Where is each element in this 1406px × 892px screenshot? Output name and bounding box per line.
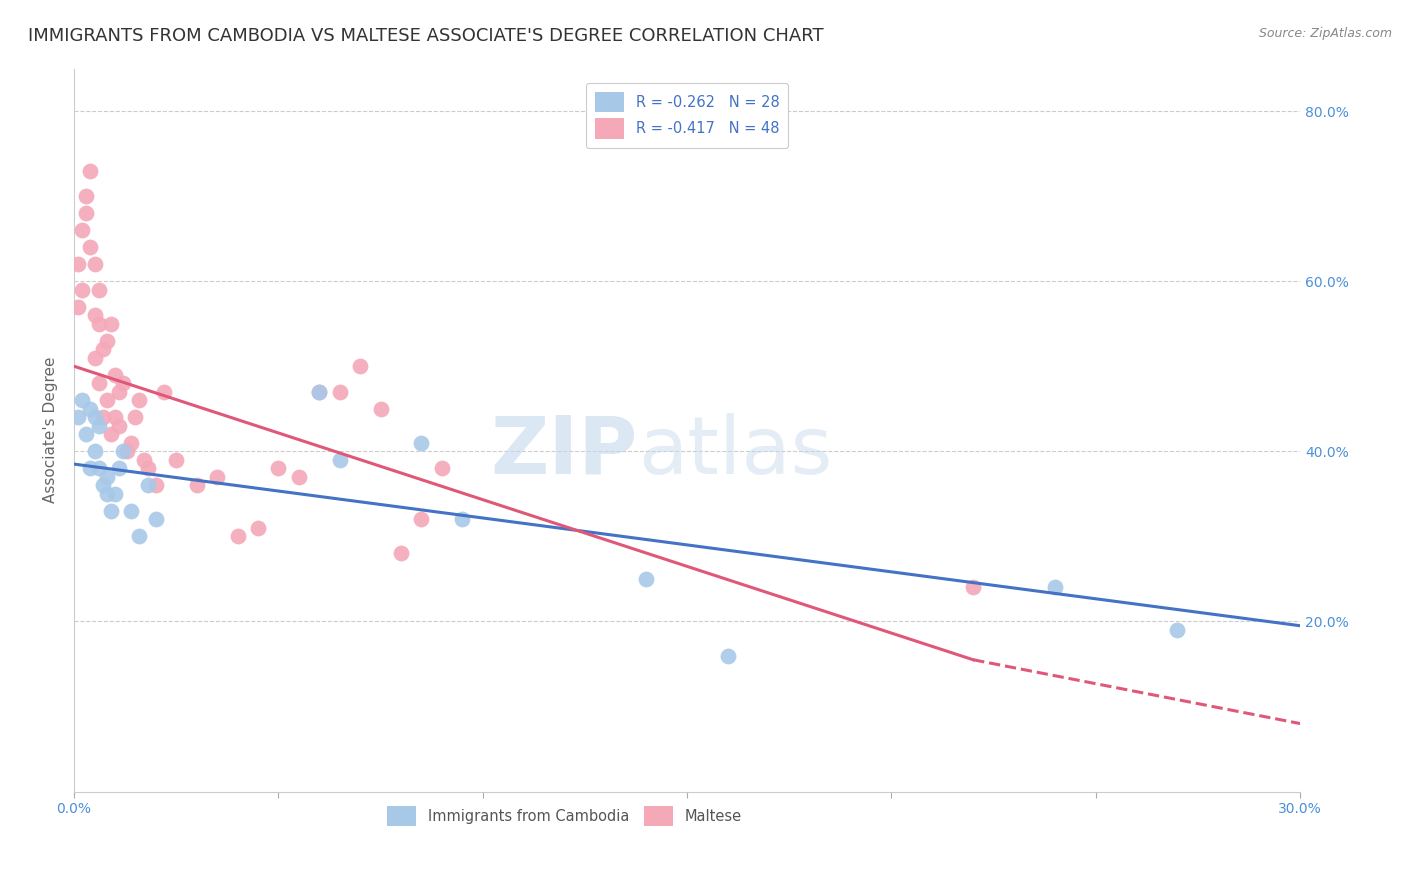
Point xyxy=(1166,623,1188,637)
Text: ZIP: ZIP xyxy=(491,413,638,491)
Text: atlas: atlas xyxy=(638,413,832,491)
Point xyxy=(108,384,131,399)
Point xyxy=(100,427,122,442)
Point xyxy=(451,512,474,526)
Point xyxy=(79,240,101,254)
Point xyxy=(79,461,101,475)
Point xyxy=(96,334,118,348)
Point xyxy=(124,410,146,425)
Point xyxy=(83,257,105,271)
Point xyxy=(87,418,110,433)
Point xyxy=(87,376,110,391)
Point xyxy=(308,384,330,399)
Text: Source: ZipAtlas.com: Source: ZipAtlas.com xyxy=(1258,27,1392,40)
Point xyxy=(165,453,187,467)
Point xyxy=(96,393,118,408)
Point xyxy=(120,435,142,450)
Point xyxy=(75,189,97,203)
Point xyxy=(96,487,118,501)
Point xyxy=(83,351,105,365)
Point xyxy=(128,393,150,408)
Point xyxy=(96,470,118,484)
Point xyxy=(153,384,176,399)
Point xyxy=(75,427,97,442)
Text: IMMIGRANTS FROM CAMBODIA VS MALTESE ASSOCIATE'S DEGREE CORRELATION CHART: IMMIGRANTS FROM CAMBODIA VS MALTESE ASSO… xyxy=(28,27,824,45)
Point xyxy=(411,435,433,450)
Point xyxy=(108,461,131,475)
Point xyxy=(145,512,167,526)
Point xyxy=(108,418,131,433)
Point xyxy=(128,529,150,543)
Point xyxy=(83,444,105,458)
Point xyxy=(329,384,352,399)
Point xyxy=(67,410,90,425)
Point xyxy=(136,461,159,475)
Legend: Immigrants from Cambodia, Maltese: Immigrants from Cambodia, Maltese xyxy=(378,797,751,835)
Point xyxy=(430,461,453,475)
Point xyxy=(205,470,228,484)
Point xyxy=(1043,581,1066,595)
Point xyxy=(636,572,658,586)
Point xyxy=(72,393,94,408)
Point xyxy=(186,478,208,492)
Point xyxy=(83,308,105,322)
Point xyxy=(411,512,433,526)
Y-axis label: Associate's Degree: Associate's Degree xyxy=(44,357,58,503)
Point xyxy=(87,461,110,475)
Point xyxy=(226,529,249,543)
Point xyxy=(91,410,114,425)
Point xyxy=(91,478,114,492)
Point xyxy=(72,223,94,237)
Point xyxy=(389,546,412,560)
Point xyxy=(717,648,740,663)
Point xyxy=(267,461,290,475)
Point xyxy=(104,410,127,425)
Point xyxy=(87,283,110,297)
Point xyxy=(67,300,90,314)
Point xyxy=(329,453,352,467)
Point xyxy=(91,343,114,357)
Point xyxy=(100,317,122,331)
Point xyxy=(79,401,101,416)
Point xyxy=(132,453,155,467)
Point xyxy=(288,470,311,484)
Point xyxy=(112,376,135,391)
Point xyxy=(120,504,142,518)
Point xyxy=(349,359,371,374)
Point xyxy=(72,283,94,297)
Point xyxy=(145,478,167,492)
Point xyxy=(67,257,90,271)
Point xyxy=(112,444,135,458)
Point xyxy=(104,487,127,501)
Point xyxy=(115,444,138,458)
Point xyxy=(100,504,122,518)
Point xyxy=(962,581,984,595)
Point xyxy=(87,317,110,331)
Point xyxy=(75,206,97,220)
Point xyxy=(370,401,392,416)
Point xyxy=(83,410,105,425)
Point xyxy=(308,384,330,399)
Point xyxy=(136,478,159,492)
Point xyxy=(104,368,127,382)
Point xyxy=(79,163,101,178)
Point xyxy=(246,521,269,535)
